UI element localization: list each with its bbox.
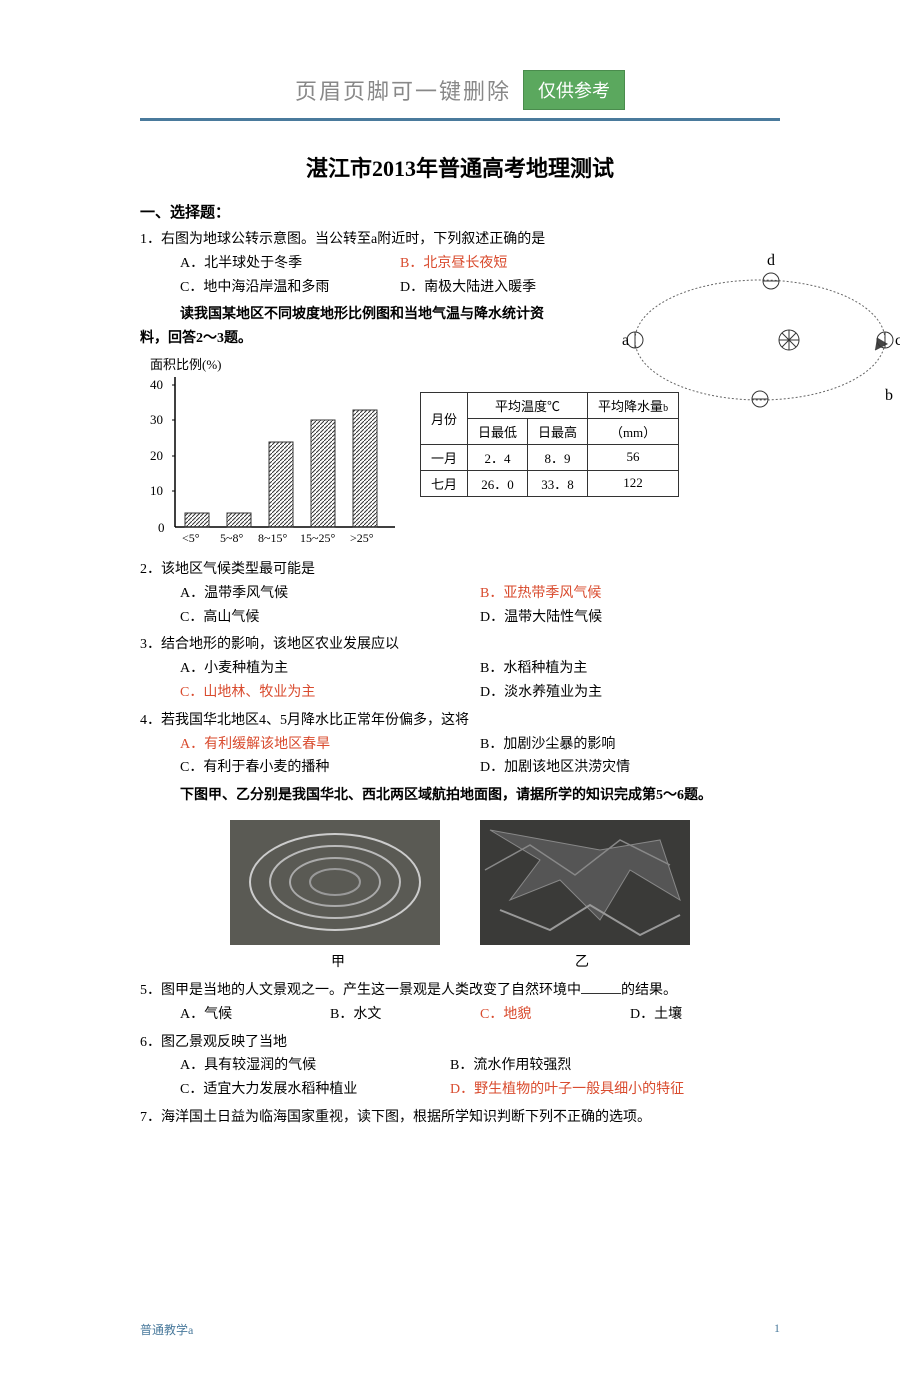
q1-opt-b: B．北京昼长夜短 [400, 252, 507, 276]
image-captions: 甲 乙 [140, 951, 780, 971]
caption-yi: 乙 [575, 951, 589, 971]
svg-text:<5°: <5° [182, 531, 200, 545]
header-tag: 仅供参考 [523, 70, 625, 110]
q3: 3．结合地形的影响，该地区农业发展应以 A．小麦种植为主B．水稻种植为主 C．山… [140, 633, 780, 704]
q5-b: B．水文 [330, 1003, 480, 1027]
orbit-label-a: a [622, 332, 629, 349]
page-title: 湛江市2013年普通高考地理测试 [140, 151, 780, 183]
cell: 56 [588, 444, 679, 470]
cell: 七月 [421, 470, 468, 496]
footer-right: 1 [774, 1321, 780, 1338]
q5-a: A．气候 [180, 1003, 330, 1027]
q6-b: B．流水作用较强烈 [450, 1054, 571, 1078]
cell: 2．4 [468, 444, 528, 470]
q1-opt-a: A．北半球处于冬季 [180, 252, 400, 276]
cell: 33．8 [528, 470, 588, 496]
aerial-images [140, 820, 780, 945]
cell: 26．0 [468, 470, 528, 496]
footer: 普通教学a 1 [140, 1321, 780, 1338]
header-text: 页眉页脚可一键删除 [295, 74, 511, 106]
cell: 一月 [421, 444, 468, 470]
th-low: 日最低 [468, 418, 528, 444]
svg-text:5~8°: 5~8° [220, 531, 243, 545]
context2: 下图甲、乙分别是我国华北、西北两区域航拍地面图，请据所学的知识完成第5～6题。 [140, 784, 780, 808]
svg-text:8~15°: 8~15° [258, 531, 287, 545]
q3-text: 3．结合地形的影响，该地区农业发展应以 [140, 633, 780, 657]
orbit-label-d: d [767, 252, 775, 269]
svg-text:面积比例(%): 面积比例(%) [150, 357, 222, 372]
q2-c: C．高山气候 [180, 606, 480, 630]
q2: 2．该地区气候类型最可能是 A．温带季风气候B．亚热带季风气候 C．高山气候D．… [140, 558, 780, 629]
q4-b: B．加剧沙尘暴的影响 [480, 733, 615, 757]
header-divider [140, 118, 780, 121]
footer-left: 普通教学a [140, 1321, 193, 1338]
q5-blank [581, 993, 621, 994]
q4: 4．若我国华北地区4、5月降水比正常年份偏多，这将 A．有利缓解该地区春旱B．加… [140, 709, 780, 780]
q1-opt-d: D．南极大陆进入暖季 [400, 276, 536, 300]
svg-text:20: 20 [150, 448, 163, 463]
th-month: 月份 [421, 392, 468, 444]
section-heading: 一、选择题： [140, 201, 780, 222]
th-temp: 平均温度℃ [468, 392, 588, 418]
q3-d: D．淡水养殖业为主 [480, 681, 602, 705]
th-mm: （mm） [588, 418, 679, 444]
q5-c: C．地貌 [480, 1003, 630, 1027]
orbit-diagram: a c d b [620, 245, 900, 415]
q2-a: A．温带季风气候 [180, 582, 480, 606]
q5: 5．图甲是当地的人文景观之一。产生这一景观是人类改变了自然环境中 的结果。 A．气… [140, 979, 780, 1027]
q4-c: C．有利于春小麦的播种 [180, 756, 480, 780]
svg-text:15~25°: 15~25° [300, 531, 335, 545]
q6: 6．图乙景观反映了当地 A．具有较湿润的气候B．流水作用较强烈 C．适宜大力发展… [140, 1031, 780, 1102]
svg-text:0: 0 [158, 520, 165, 535]
q6-d: D．野生植物的叶子一般具细小的特征 [450, 1078, 684, 1102]
header-bar: 页眉页脚可一键删除 仅供参考 [140, 70, 780, 110]
q4-a: A．有利缓解该地区春旱 [180, 733, 480, 757]
cell: 8．9 [528, 444, 588, 470]
q2-d: D．温带大陆性气候 [480, 606, 602, 630]
th-high: 日最高 [528, 418, 588, 444]
q2-text: 2．该地区气候类型最可能是 [140, 558, 780, 582]
image-jia [230, 820, 440, 945]
caption-jia: 甲 [331, 951, 345, 971]
svg-text:30: 30 [150, 412, 163, 427]
orbit-label-c: c [895, 332, 900, 349]
q4-text: 4．若我国华北地区4、5月降水比正常年份偏多，这将 [140, 709, 780, 733]
cell: 122 [588, 470, 679, 496]
svg-text:10: 10 [150, 483, 163, 498]
q4-d: D．加剧该地区洪涝灾情 [480, 756, 630, 780]
svg-text:>25°: >25° [350, 531, 374, 545]
q5-text-pre: 5．图甲是当地的人文景观之一。产生这一景观是人类改变了自然环境中 [140, 983, 581, 998]
q5-text-post: 的结果。 [621, 983, 677, 998]
q1-opt-c: C．地中海沿岸温和多雨 [180, 276, 400, 300]
q7: 7．海洋国土日益为临海国家重视，读下图，根据所学知识判断下列不正确的选项。 [140, 1106, 780, 1130]
q6-c: C．适宜大力发展水稻种植业 [180, 1078, 450, 1102]
q3-a: A．小麦种植为主 [180, 657, 480, 681]
q2-b: B．亚热带季风气候 [480, 582, 601, 606]
svg-text:40: 40 [150, 377, 163, 392]
q3-b: B．水稻种植为主 [480, 657, 587, 681]
q6-a: A．具有较湿润的气候 [180, 1054, 450, 1078]
bar-chart: 面积比例(%) 40 30 20 10 0 <5° 5~8° 8~15° 15~… [140, 357, 400, 552]
orbit-label-b: b [885, 387, 893, 404]
image-yi [480, 820, 690, 945]
q3-c: C．山地林、牧业为主 [180, 681, 480, 705]
q6-text: 6．图乙景观反映了当地 [140, 1031, 780, 1055]
q5-d: D．土壤 [630, 1003, 780, 1027]
q7-text: 7．海洋国土日益为临海国家重视，读下图，根据所学知识判断下列不正确的选项。 [140, 1106, 780, 1130]
